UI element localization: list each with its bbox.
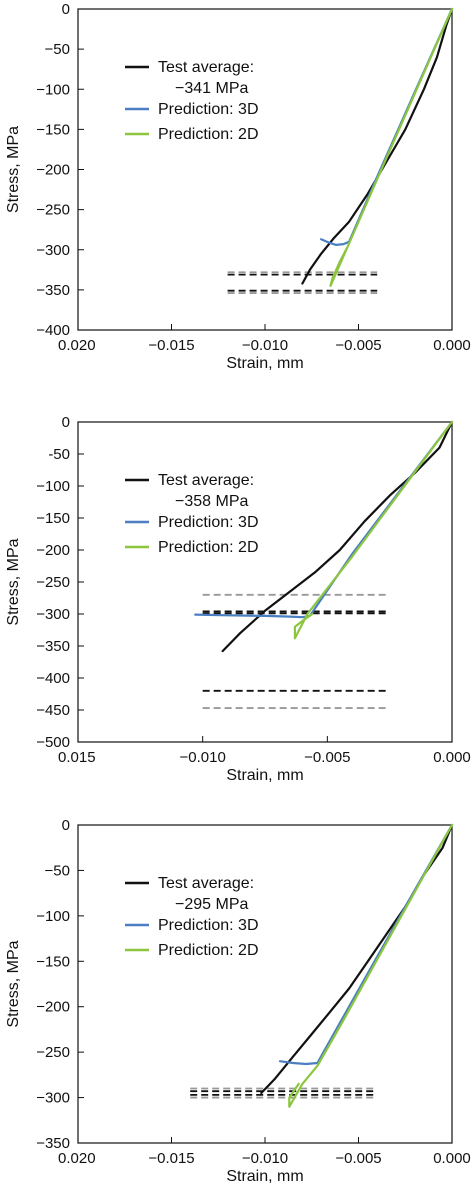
legend-entry: Test average: (158, 875, 254, 892)
legend-entry: Prediction: 3D (158, 917, 259, 934)
y-tick-label: −450 (36, 702, 70, 719)
y-tick-label: −50 (45, 862, 70, 879)
y-tick-label: −200 (36, 162, 70, 179)
y-tick-label: −300 (36, 1090, 70, 1107)
x-tick-label: −0.010 (242, 1150, 288, 1167)
y-tick-label: 0 (62, 817, 70, 834)
x-tick-label: 0.020 (58, 1150, 96, 1167)
x-tick-label: 0.000 (433, 337, 471, 354)
y-axis-label: Stress, MPa (5, 126, 22, 213)
y-tick-label: −250 (36, 1044, 70, 1061)
y-tick-label: −350 (36, 1135, 70, 1152)
legend-test-value: −295 MPa (175, 896, 248, 913)
x-tick-label: −0.015 (148, 1150, 194, 1167)
x-axis-label: Strain, mm (226, 767, 303, 784)
series-line-test-average (260, 823, 454, 1095)
series-line-prediction-2d (288, 823, 454, 1108)
y-tick-label: −150 (36, 953, 70, 970)
y-tick-label: -50 (48, 446, 70, 463)
x-tick-label: −0.010 (242, 337, 288, 354)
x-axis-label: Strain, mm (226, 1168, 303, 1185)
y-axis-label: Stress, MPa (5, 940, 22, 1027)
legend-entry: Test average: (158, 59, 254, 76)
legend-entry: Test average: (158, 472, 254, 489)
x-tick-label: −0.005 (304, 749, 350, 766)
y-tick-label: −200 (36, 542, 70, 559)
series-line-test-average (221, 420, 454, 653)
legend-entry: Prediction: 2D (158, 539, 259, 556)
y-tick-label: −400 (36, 322, 70, 339)
y-tick-label: −100 (36, 81, 70, 98)
x-tick-label: −0.005 (335, 1150, 381, 1167)
x-tick-label: 0.015 (58, 749, 96, 766)
legend-entry: Prediction: 2D (158, 126, 259, 143)
series-line-prediction-2d (293, 420, 454, 640)
x-tick-label: −0.010 (180, 749, 226, 766)
y-tick-label: −350 (36, 282, 70, 299)
y-tick-label: 0 (62, 414, 70, 431)
x-tick-label: −0.015 (148, 337, 194, 354)
chart-2: 0 -50 −100 −150 −200 −250 −300 −350 −400 −450 −500… (5, 414, 471, 784)
x-tick-label: 0.020 (58, 337, 96, 354)
y-tick-label: −100 (36, 478, 70, 495)
plot-frame (77, 421, 453, 743)
y-tick-label: −50 (45, 41, 70, 58)
y-tick-label: −150 (36, 510, 70, 527)
y-tick-label: −200 (36, 999, 70, 1016)
legend-entry: Prediction: 3D (158, 514, 259, 531)
y-tick-label: −150 (36, 121, 70, 138)
y-tick-label: −300 (36, 606, 70, 623)
plot-frame (77, 8, 453, 331)
legend-entry: Prediction: 3D (158, 101, 259, 118)
series-line-prediction-3d (320, 7, 454, 246)
y-tick-label: −250 (36, 202, 70, 219)
y-axis-label: Stress, MPa (5, 538, 22, 625)
x-tick-label: −0.005 (335, 337, 381, 354)
series-line-prediction-2d (329, 7, 454, 287)
y-tick-label: −250 (36, 574, 70, 591)
series-line-prediction-3d (278, 823, 454, 1066)
y-tick-label: −300 (36, 242, 70, 259)
series-line-test-average (301, 7, 454, 285)
y-tick-label: −100 (36, 908, 70, 925)
legend-test-value: −358 MPa (175, 493, 248, 510)
x-tick-label: 0.000 (433, 749, 471, 766)
y-tick-label: 0 (62, 1, 70, 18)
y-tick-label: −350 (36, 638, 70, 655)
plot-frame (77, 824, 453, 1144)
x-axis-label: Strain, mm (226, 355, 303, 372)
legend-test-value: −341 MPa (175, 80, 248, 97)
x-tick-label: 0.000 (433, 1150, 471, 1167)
y-tick-label: −500 (36, 734, 70, 751)
legend-entry: Prediction: 2D (158, 942, 259, 959)
y-tick-label: −400 (36, 670, 70, 687)
